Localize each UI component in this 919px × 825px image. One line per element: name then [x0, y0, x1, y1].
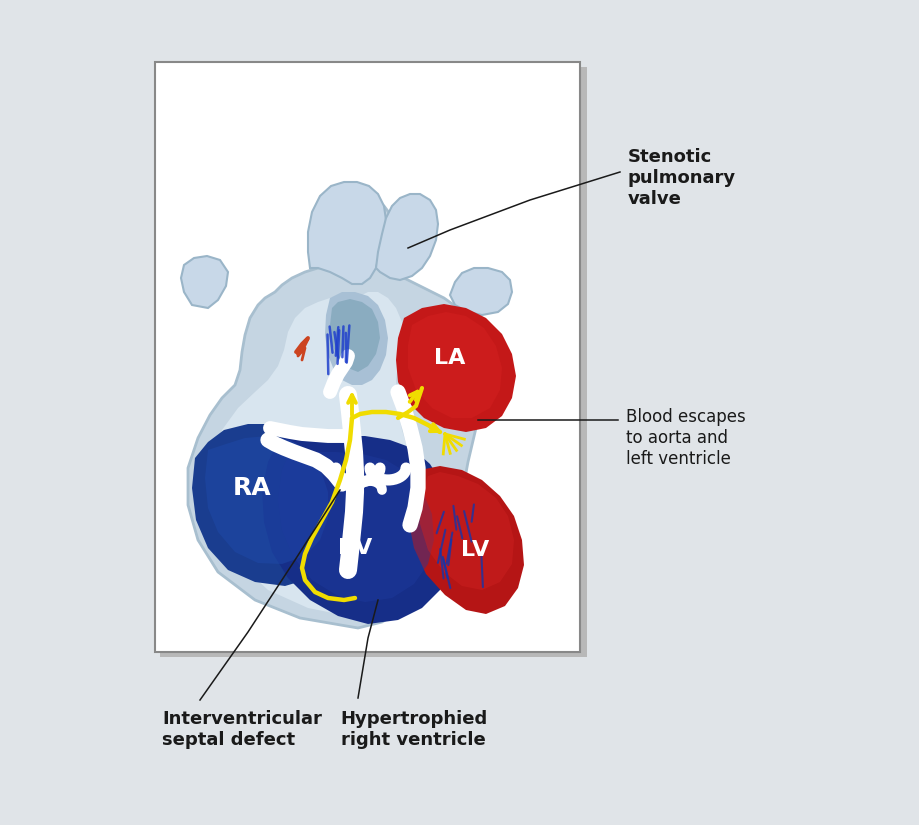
- Text: RA: RA: [233, 476, 271, 500]
- Polygon shape: [407, 466, 524, 614]
- Text: Interventricular
septal defect: Interventricular septal defect: [162, 710, 322, 749]
- Polygon shape: [154, 62, 579, 652]
- Text: Blood escapes
to aorta and
left ventricle: Blood escapes to aorta and left ventricl…: [625, 408, 745, 468]
- Polygon shape: [187, 202, 482, 628]
- Polygon shape: [376, 194, 437, 280]
- Text: LA: LA: [434, 348, 465, 368]
- Polygon shape: [160, 67, 586, 657]
- Polygon shape: [330, 299, 380, 372]
- Polygon shape: [205, 436, 328, 564]
- Polygon shape: [395, 304, 516, 432]
- Text: Stenotic
pulmonary
valve: Stenotic pulmonary valve: [628, 148, 735, 208]
- Polygon shape: [308, 182, 386, 284]
- Polygon shape: [407, 312, 502, 418]
- Polygon shape: [262, 436, 453, 624]
- Text: Hypertrophied
right ventricle: Hypertrophied right ventricle: [340, 710, 487, 749]
- Polygon shape: [324, 292, 388, 385]
- Polygon shape: [420, 472, 514, 590]
- Polygon shape: [192, 424, 344, 586]
- Polygon shape: [449, 268, 512, 315]
- Polygon shape: [211, 292, 412, 618]
- Polygon shape: [278, 448, 434, 602]
- Text: LV: LV: [460, 540, 489, 560]
- Text: RV: RV: [337, 538, 371, 558]
- Polygon shape: [181, 256, 228, 308]
